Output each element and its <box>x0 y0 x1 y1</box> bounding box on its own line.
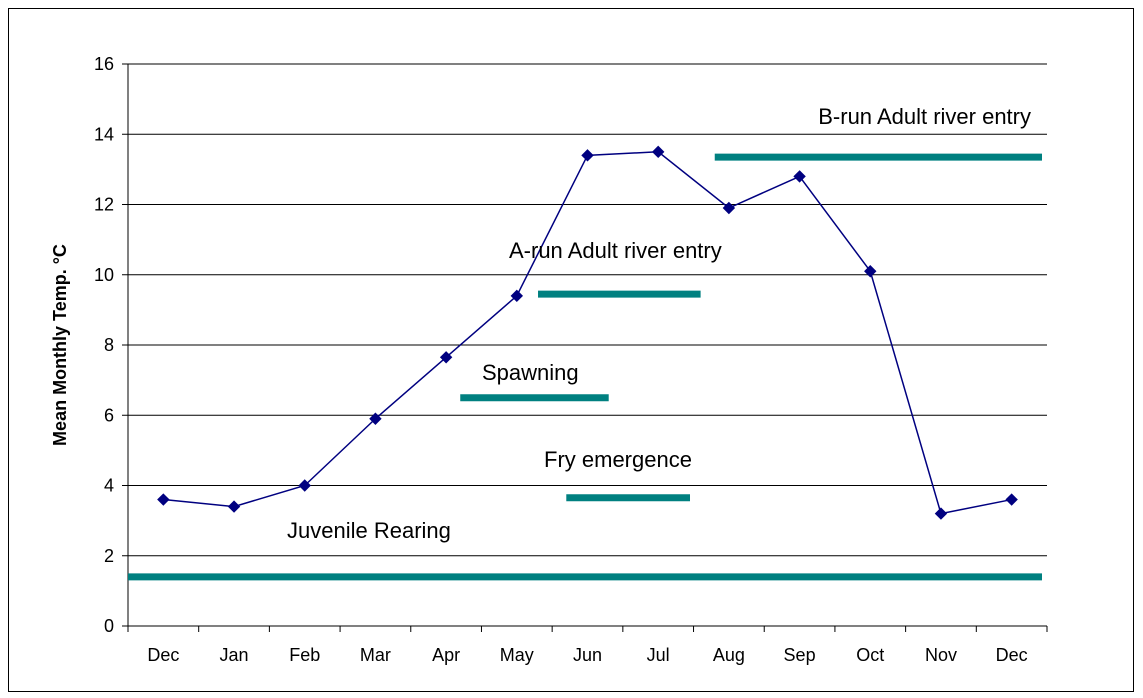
period-label: Spawning <box>482 360 579 385</box>
x-tick-label: Dec <box>147 645 179 665</box>
x-tick-label: Apr <box>432 645 460 665</box>
data-point <box>227 500 241 513</box>
x-tick-label: Aug <box>713 645 745 665</box>
x-tick-label: May <box>500 645 534 665</box>
period-bars <box>128 153 1042 581</box>
x-tick-labels: Dec Jan Feb Mar Apr May Jun Jul Aug Sep Oct Nov Dec <box>147 645 1027 665</box>
y-axis-label: Mean Monthly Temp. °C <box>50 244 70 446</box>
x-tick-label: Mar <box>360 645 391 665</box>
x-tick-label: Jan <box>220 645 249 665</box>
y-tick-label: 8 <box>104 335 114 355</box>
data-point <box>510 289 524 303</box>
y-tick-label: 6 <box>104 405 114 425</box>
y-tick-label: 16 <box>94 54 114 74</box>
data-point <box>157 493 170 506</box>
y-tick-label: 0 <box>104 616 114 636</box>
data-point <box>864 265 877 278</box>
data-point <box>934 507 948 520</box>
y-tick-labels: 0 2 4 6 8 10 12 14 16 <box>94 54 114 636</box>
temperature-series <box>157 145 1018 520</box>
y-tick-label: 10 <box>94 265 114 285</box>
x-tick-label: Oct <box>856 645 884 665</box>
y-tick-label: 4 <box>104 476 114 496</box>
gridlines <box>128 63 1047 557</box>
period-label: A-run Adult river entry <box>509 238 722 263</box>
x-tick-label: Sep <box>784 645 816 665</box>
data-point <box>369 412 382 425</box>
x-tick-label: Feb <box>289 645 320 665</box>
x-tick-label: Nov <box>925 645 957 665</box>
data-point <box>581 149 594 162</box>
x-tick-label: Dec <box>996 645 1028 665</box>
data-point <box>722 201 736 215</box>
data-point <box>1005 493 1018 506</box>
period-labels: B-run Adult river entry A-run Adult river… <box>287 104 1031 543</box>
y-tick-label: 12 <box>94 195 114 215</box>
data-point <box>298 479 311 492</box>
x-tick-label: Jul <box>647 645 670 665</box>
axes <box>122 63 1048 632</box>
y-tick-label: 14 <box>94 124 114 144</box>
period-label: Fry emergence <box>544 447 692 472</box>
period-label: B-run Adult river entry <box>818 104 1031 129</box>
data-point <box>651 145 665 159</box>
data-point <box>793 170 806 183</box>
period-label: Juvenile Rearing <box>287 518 451 543</box>
y-tick-label: 2 <box>104 546 114 566</box>
x-tick-label: Jun <box>573 645 602 665</box>
data-point <box>439 351 453 364</box>
